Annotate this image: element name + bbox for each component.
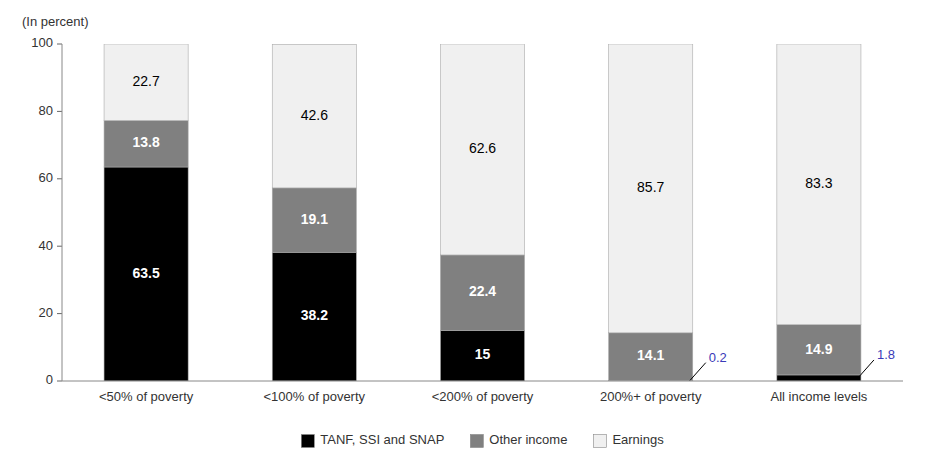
legend-label: Other income: [489, 432, 567, 447]
bar-segment: [440, 330, 524, 381]
bar-segment: [777, 375, 861, 381]
x-tick-label: <100% of poverty: [264, 389, 366, 404]
legend-swatch: [301, 435, 314, 448]
data-label: 19.1: [301, 211, 328, 227]
y-axis: 0 20 40 60 80 100: [31, 35, 62, 387]
bar-segment: [272, 188, 356, 252]
data-label: 0.2: [709, 350, 727, 365]
data-label: 22.7: [132, 73, 159, 89]
data-label: 63.5: [132, 265, 159, 281]
legend-label: Earnings: [612, 432, 664, 447]
x-axis-line: [62, 381, 903, 382]
y-tick: [57, 178, 62, 179]
label-leader: [690, 363, 706, 381]
y-axis-label: (In percent): [22, 14, 88, 29]
y-tick: [57, 111, 62, 112]
legend-label: TANF, SSI and SNAP: [320, 432, 444, 447]
data-labels: 63.5 13.8 22.7 38.2 19.1 42.6 15 22.4 62.6 0.2 14.…: [132, 73, 895, 381]
y-tick: [57, 246, 62, 247]
y-tick-label: 80: [39, 103, 53, 118]
y-axis-line: [62, 44, 63, 381]
bar-segment: [609, 333, 693, 381]
x-tick-label: All income levels: [770, 389, 867, 404]
data-label: 15: [475, 346, 491, 362]
bar-segment: [777, 44, 861, 325]
legend-swatch: [593, 435, 606, 448]
legend: TANF, SSI and SNAP Other income Earnings: [301, 432, 664, 447]
legend-item: TANF, SSI and SNAP: [301, 432, 444, 447]
y-tick-label: 40: [39, 238, 53, 253]
legend-item: Other income: [470, 432, 567, 447]
bar-segment: [272, 44, 356, 188]
data-label: 14.1: [637, 347, 664, 363]
data-label: 42.6: [301, 107, 328, 123]
data-label: 1.8: [877, 347, 895, 362]
y-tick-label: 60: [39, 170, 53, 185]
data-label: 85.7: [637, 179, 664, 195]
chart-container: (In percent) 0 20 40 60 80 100 63.5 13.8 22.7 38.2…: [0, 0, 927, 467]
legend-swatch: [470, 435, 483, 448]
data-label: 62.6: [469, 140, 496, 156]
bar-segment: [440, 44, 524, 255]
data-label: 83.3: [805, 175, 832, 191]
data-label: 22.4: [469, 283, 496, 299]
y-tick-label: 20: [39, 305, 53, 320]
bar-segment: [777, 325, 861, 375]
chart-svg: (In percent) 0 20 40 60 80 100 63.5 13.8 22.7 38.2…: [0, 0, 927, 467]
x-tick-label: <200% of poverty: [432, 389, 534, 404]
bar-segment: [440, 255, 524, 330]
label-leader: [858, 360, 874, 378]
x-tick-label: 200%+ of poverty: [600, 389, 702, 404]
y-tick: [57, 313, 62, 314]
y-tick-label: 100: [31, 35, 53, 50]
bar-segment: [104, 167, 188, 381]
y-tick-label: 0: [46, 372, 53, 387]
data-label: 38.2: [301, 307, 328, 323]
bars: [104, 44, 861, 381]
bar-segment: [609, 44, 693, 333]
bar-segment: [104, 44, 188, 120]
bar-segment: [104, 120, 188, 167]
x-tick-label: <50% of poverty: [99, 389, 194, 404]
bar-segment: [272, 252, 356, 381]
legend-item: Earnings: [593, 432, 664, 447]
y-tick: [57, 381, 62, 382]
data-label: 14.9: [805, 341, 832, 357]
data-label: 13.8: [132, 134, 159, 150]
y-tick: [57, 44, 62, 45]
x-axis: <50% of poverty <100% of poverty <200% of …: [99, 389, 868, 404]
